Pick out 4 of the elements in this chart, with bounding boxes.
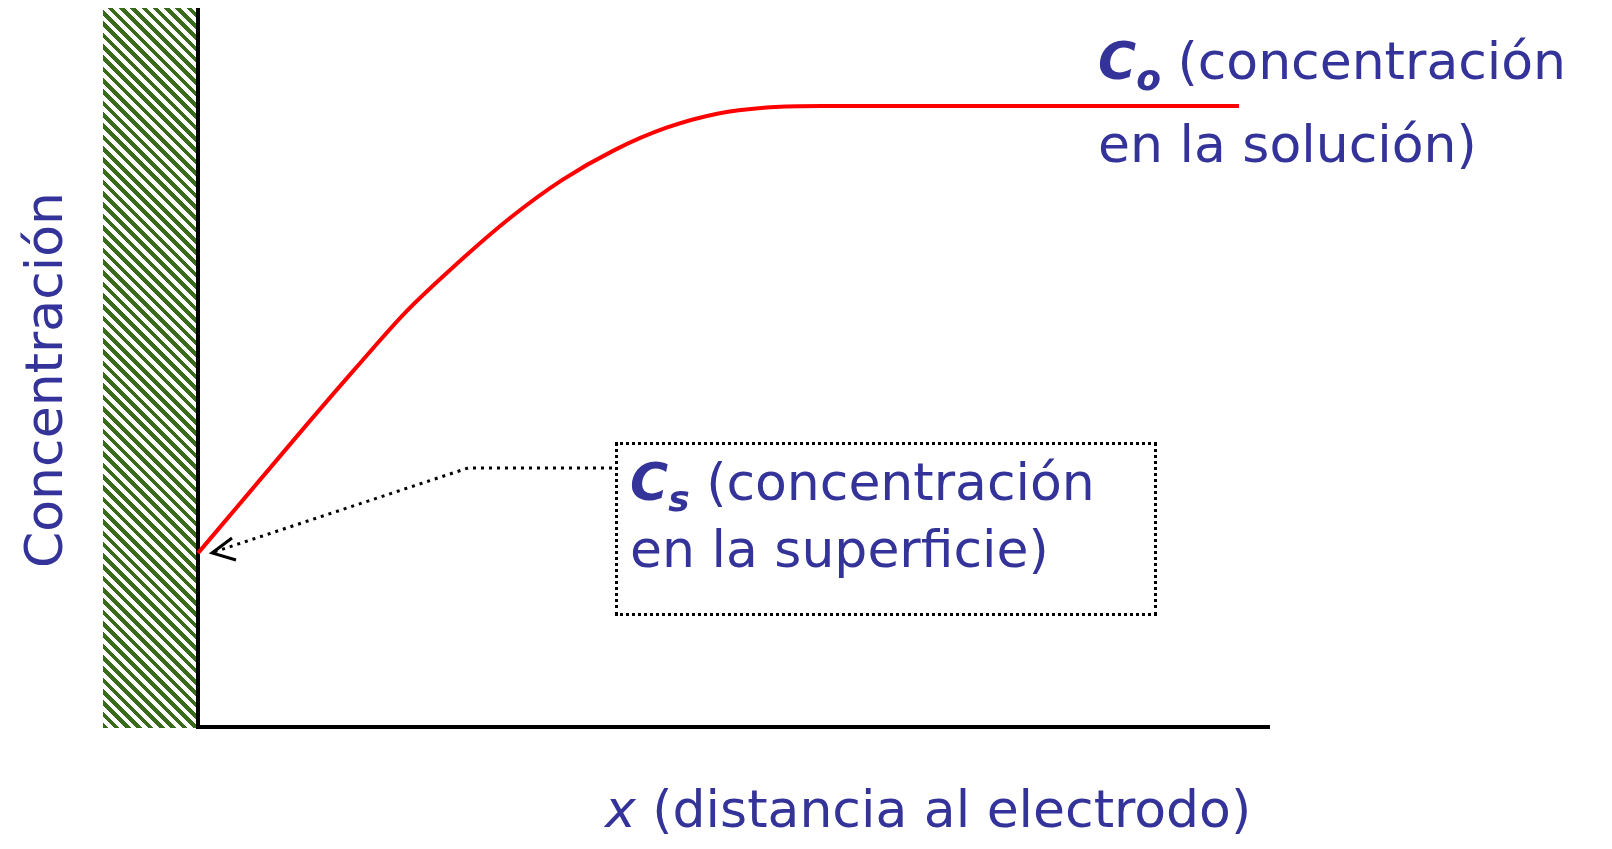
y-axis-title: Concentración xyxy=(14,191,75,569)
annotation: C$_{s}$ (concentración en la superficie) xyxy=(615,442,1157,616)
x-axis-title: x (distancia al electrodo) xyxy=(605,779,1252,840)
annotation: C$_{o}$ (concentración en la solución) xyxy=(1098,30,1568,177)
